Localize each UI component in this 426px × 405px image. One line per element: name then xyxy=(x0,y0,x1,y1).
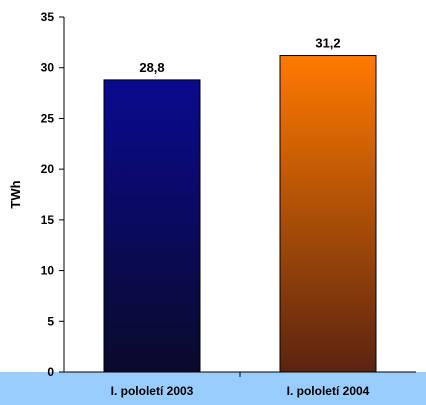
y-tick-label-5: 5 xyxy=(47,314,54,328)
y-tick-label-30: 30 xyxy=(41,61,55,75)
data-label-2: 31,2 xyxy=(315,36,340,51)
category-band xyxy=(0,372,426,405)
y-tick-label-10: 10 xyxy=(41,264,55,278)
y-axis-title: TWh xyxy=(8,180,23,208)
y-tick-label-20: 20 xyxy=(41,162,55,176)
y-tick-label-35: 35 xyxy=(41,10,55,24)
category-label-1: I. pololetí 2003 xyxy=(111,384,194,398)
y-tick-label-0: 0 xyxy=(47,365,54,379)
bar-1 xyxy=(103,79,201,373)
y-tick-label-25: 25 xyxy=(41,111,55,125)
data-label-1: 28,8 xyxy=(139,60,164,75)
y-tick-label-15: 15 xyxy=(41,213,55,227)
bar-2 xyxy=(279,55,377,373)
category-label-2: I. pololetí 2004 xyxy=(287,384,370,398)
